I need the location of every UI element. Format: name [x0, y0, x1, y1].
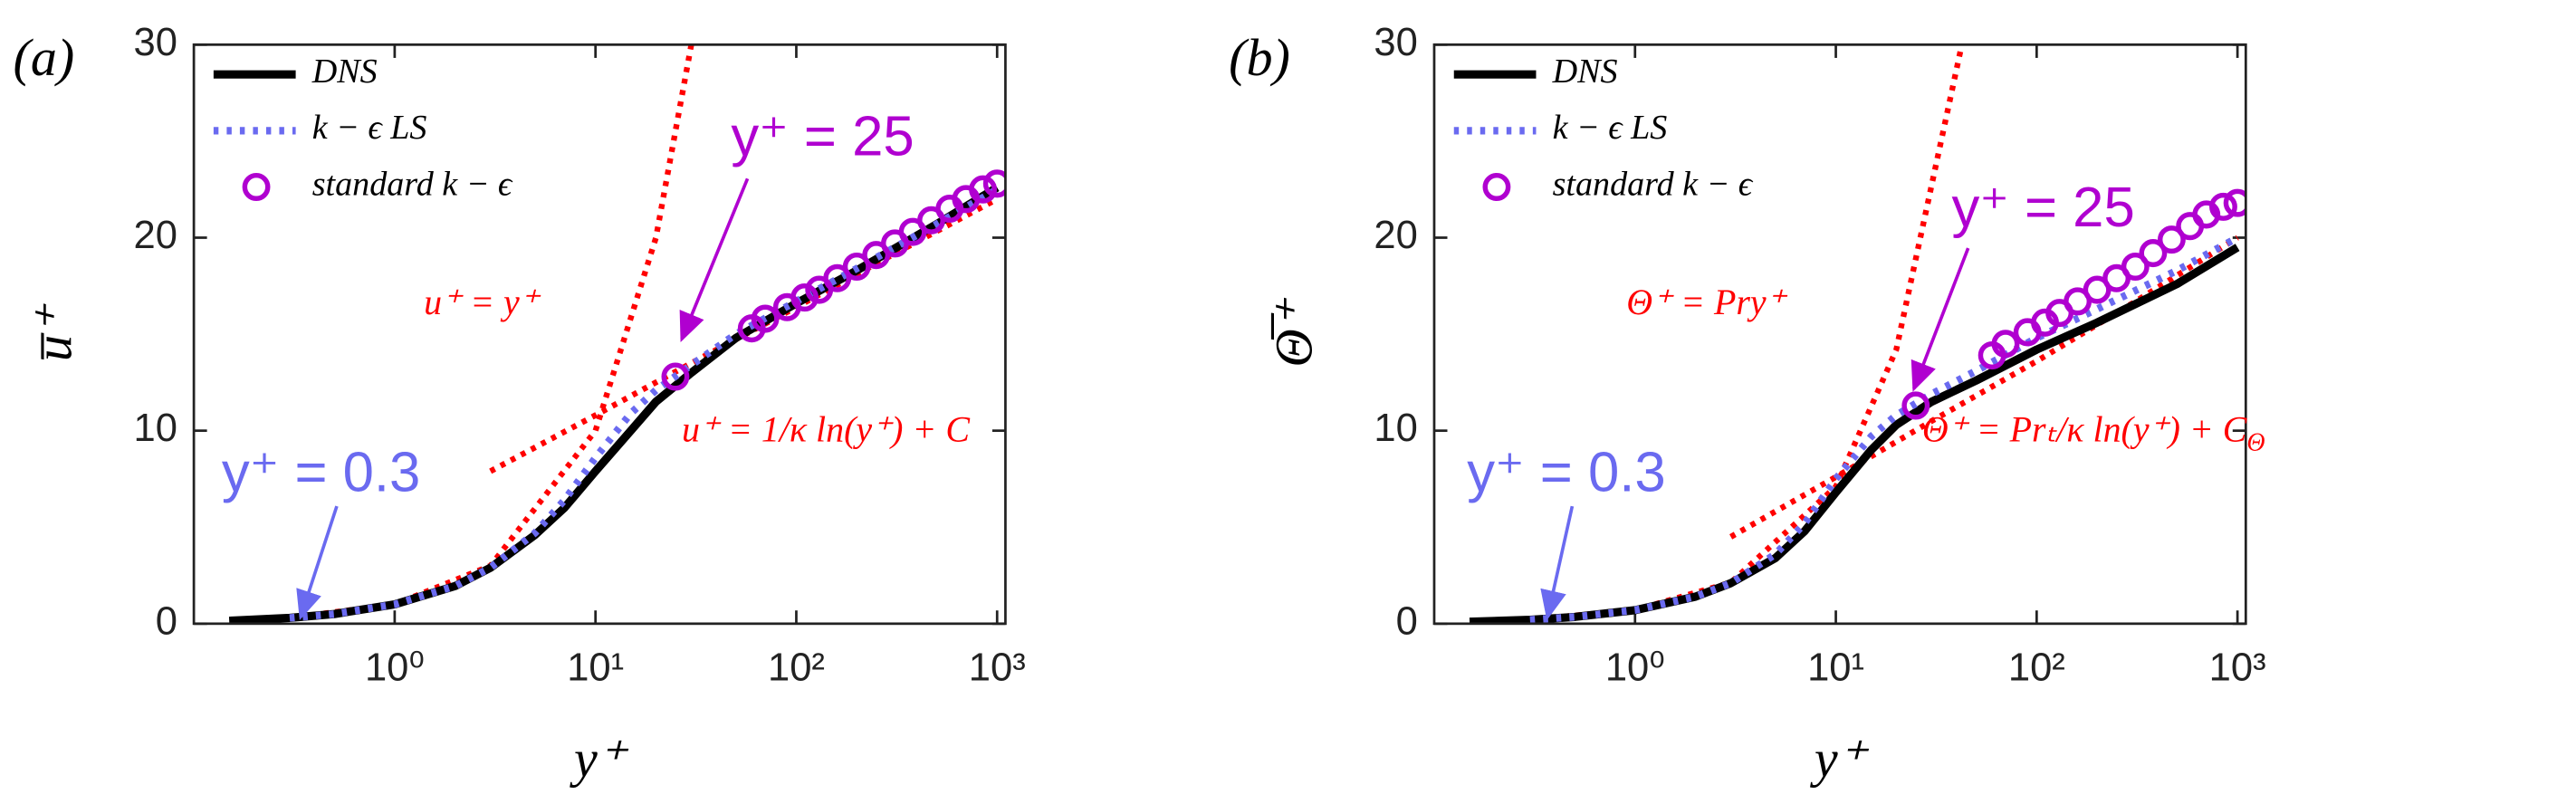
marker — [1901, 391, 1930, 420]
axes-frame — [1432, 43, 2247, 626]
x-axis-label: y⁺ — [1810, 729, 1870, 788]
annotation-arrow — [679, 177, 750, 342]
x-axis-label: y⁺ — [570, 729, 629, 788]
annotation-arrow — [1910, 247, 1970, 392]
annotation-subscript: Θ — [2246, 429, 2265, 457]
x-tick-label: 10² — [2008, 645, 2065, 689]
marker — [2139, 239, 2168, 268]
y-tick-label: 0 — [1396, 598, 1418, 643]
reference-line — [489, 196, 999, 474]
reference-line — [1729, 234, 2239, 540]
legend-marker — [1482, 172, 1511, 201]
series-line — [1469, 244, 2240, 624]
y-tick-label: 30 — [1374, 20, 1417, 64]
annotation: y⁺ = 0.3 — [1467, 441, 1665, 503]
y-tick-label: 10 — [134, 406, 177, 450]
annotation-arrow — [296, 505, 339, 621]
legend-label: DNS — [311, 53, 378, 91]
annotation-text: u⁺ = 1/κ ln(y⁺) + C — [682, 409, 971, 450]
marker — [842, 252, 871, 282]
annotation: y⁺ = 0.3 — [222, 441, 420, 503]
axes-frame — [192, 43, 1007, 626]
annotation-text: u⁺ = y⁺ — [424, 282, 541, 322]
annotation-text: y⁺ = 0.3 — [222, 441, 420, 503]
y-tick-label: 30 — [134, 20, 177, 64]
marker — [790, 283, 819, 312]
y-axis-label: Θ̅⁺ — [1265, 297, 1324, 367]
marker — [823, 263, 852, 292]
marker — [2083, 275, 2112, 304]
marker — [1991, 330, 2020, 359]
marker — [751, 304, 780, 333]
x-tick-label: 10¹ — [567, 645, 624, 689]
legend-label: DNS — [1552, 53, 1618, 91]
annotation-arrow — [1540, 505, 1575, 621]
y-axis-label: u̅⁺ — [24, 303, 83, 361]
x-tick-label: 10² — [768, 645, 825, 689]
annotation-text: Θ⁺ = Prₜ/κ ln(y⁺) + C — [1922, 409, 2248, 450]
marker — [2209, 192, 2237, 221]
x-tick-label: 10³ — [969, 645, 1026, 689]
y-tick-label: 20 — [1374, 213, 1417, 257]
x-tick-label: 10⁰ — [1605, 645, 1665, 689]
annotation: u⁺ = 1/κ ln(y⁺) + C — [682, 409, 971, 450]
series-line — [1529, 234, 2240, 624]
plot-area — [1469, 47, 2246, 624]
x-tick-label: 10¹ — [1807, 645, 1864, 689]
annotation: u⁺ = y⁺ — [424, 282, 541, 322]
y-tick-label: 10 — [1374, 406, 1417, 450]
x-tick-label: 10⁰ — [365, 645, 425, 689]
x-tick-label: 10³ — [2209, 645, 2266, 689]
plot-area — [228, 44, 1006, 624]
marker — [2176, 212, 2205, 241]
panel-label: (a) — [14, 28, 75, 87]
marker — [2064, 287, 2092, 316]
reference-line — [289, 44, 694, 621]
panel-label: (b) — [1229, 28, 1290, 87]
annotation-text: y⁺ = 0.3 — [1467, 441, 1665, 503]
annotation-text: y⁺ = 25 — [731, 106, 914, 168]
legend-label: k − ϵ LS — [1553, 109, 1668, 147]
marker — [2223, 188, 2246, 217]
marker — [661, 362, 690, 391]
annotation-text: Θ⁺ = Pry⁺ — [1626, 282, 1787, 322]
marker — [969, 175, 998, 204]
annotation: Θ⁺ = Prₜ/κ ln(y⁺) + CΘ — [1922, 409, 2265, 457]
marker — [982, 169, 1006, 198]
marker — [2157, 225, 2186, 254]
y-tick-label: 0 — [156, 598, 177, 643]
marker — [2121, 252, 2150, 282]
y-tick-label: 20 — [134, 213, 177, 257]
annotation: y⁺ = 25 — [731, 106, 914, 168]
legend-label: k − ϵ LS — [312, 109, 427, 147]
legend-label: standard k − ϵ — [312, 165, 513, 203]
legend-marker — [242, 172, 271, 201]
annotation: Θ⁺ = Pry⁺ — [1626, 282, 1787, 322]
annotation: y⁺ = 25 — [1952, 177, 2135, 239]
annotation-text: y⁺ = 25 — [1952, 177, 2135, 239]
legend-label: standard k − ϵ — [1553, 165, 1754, 203]
